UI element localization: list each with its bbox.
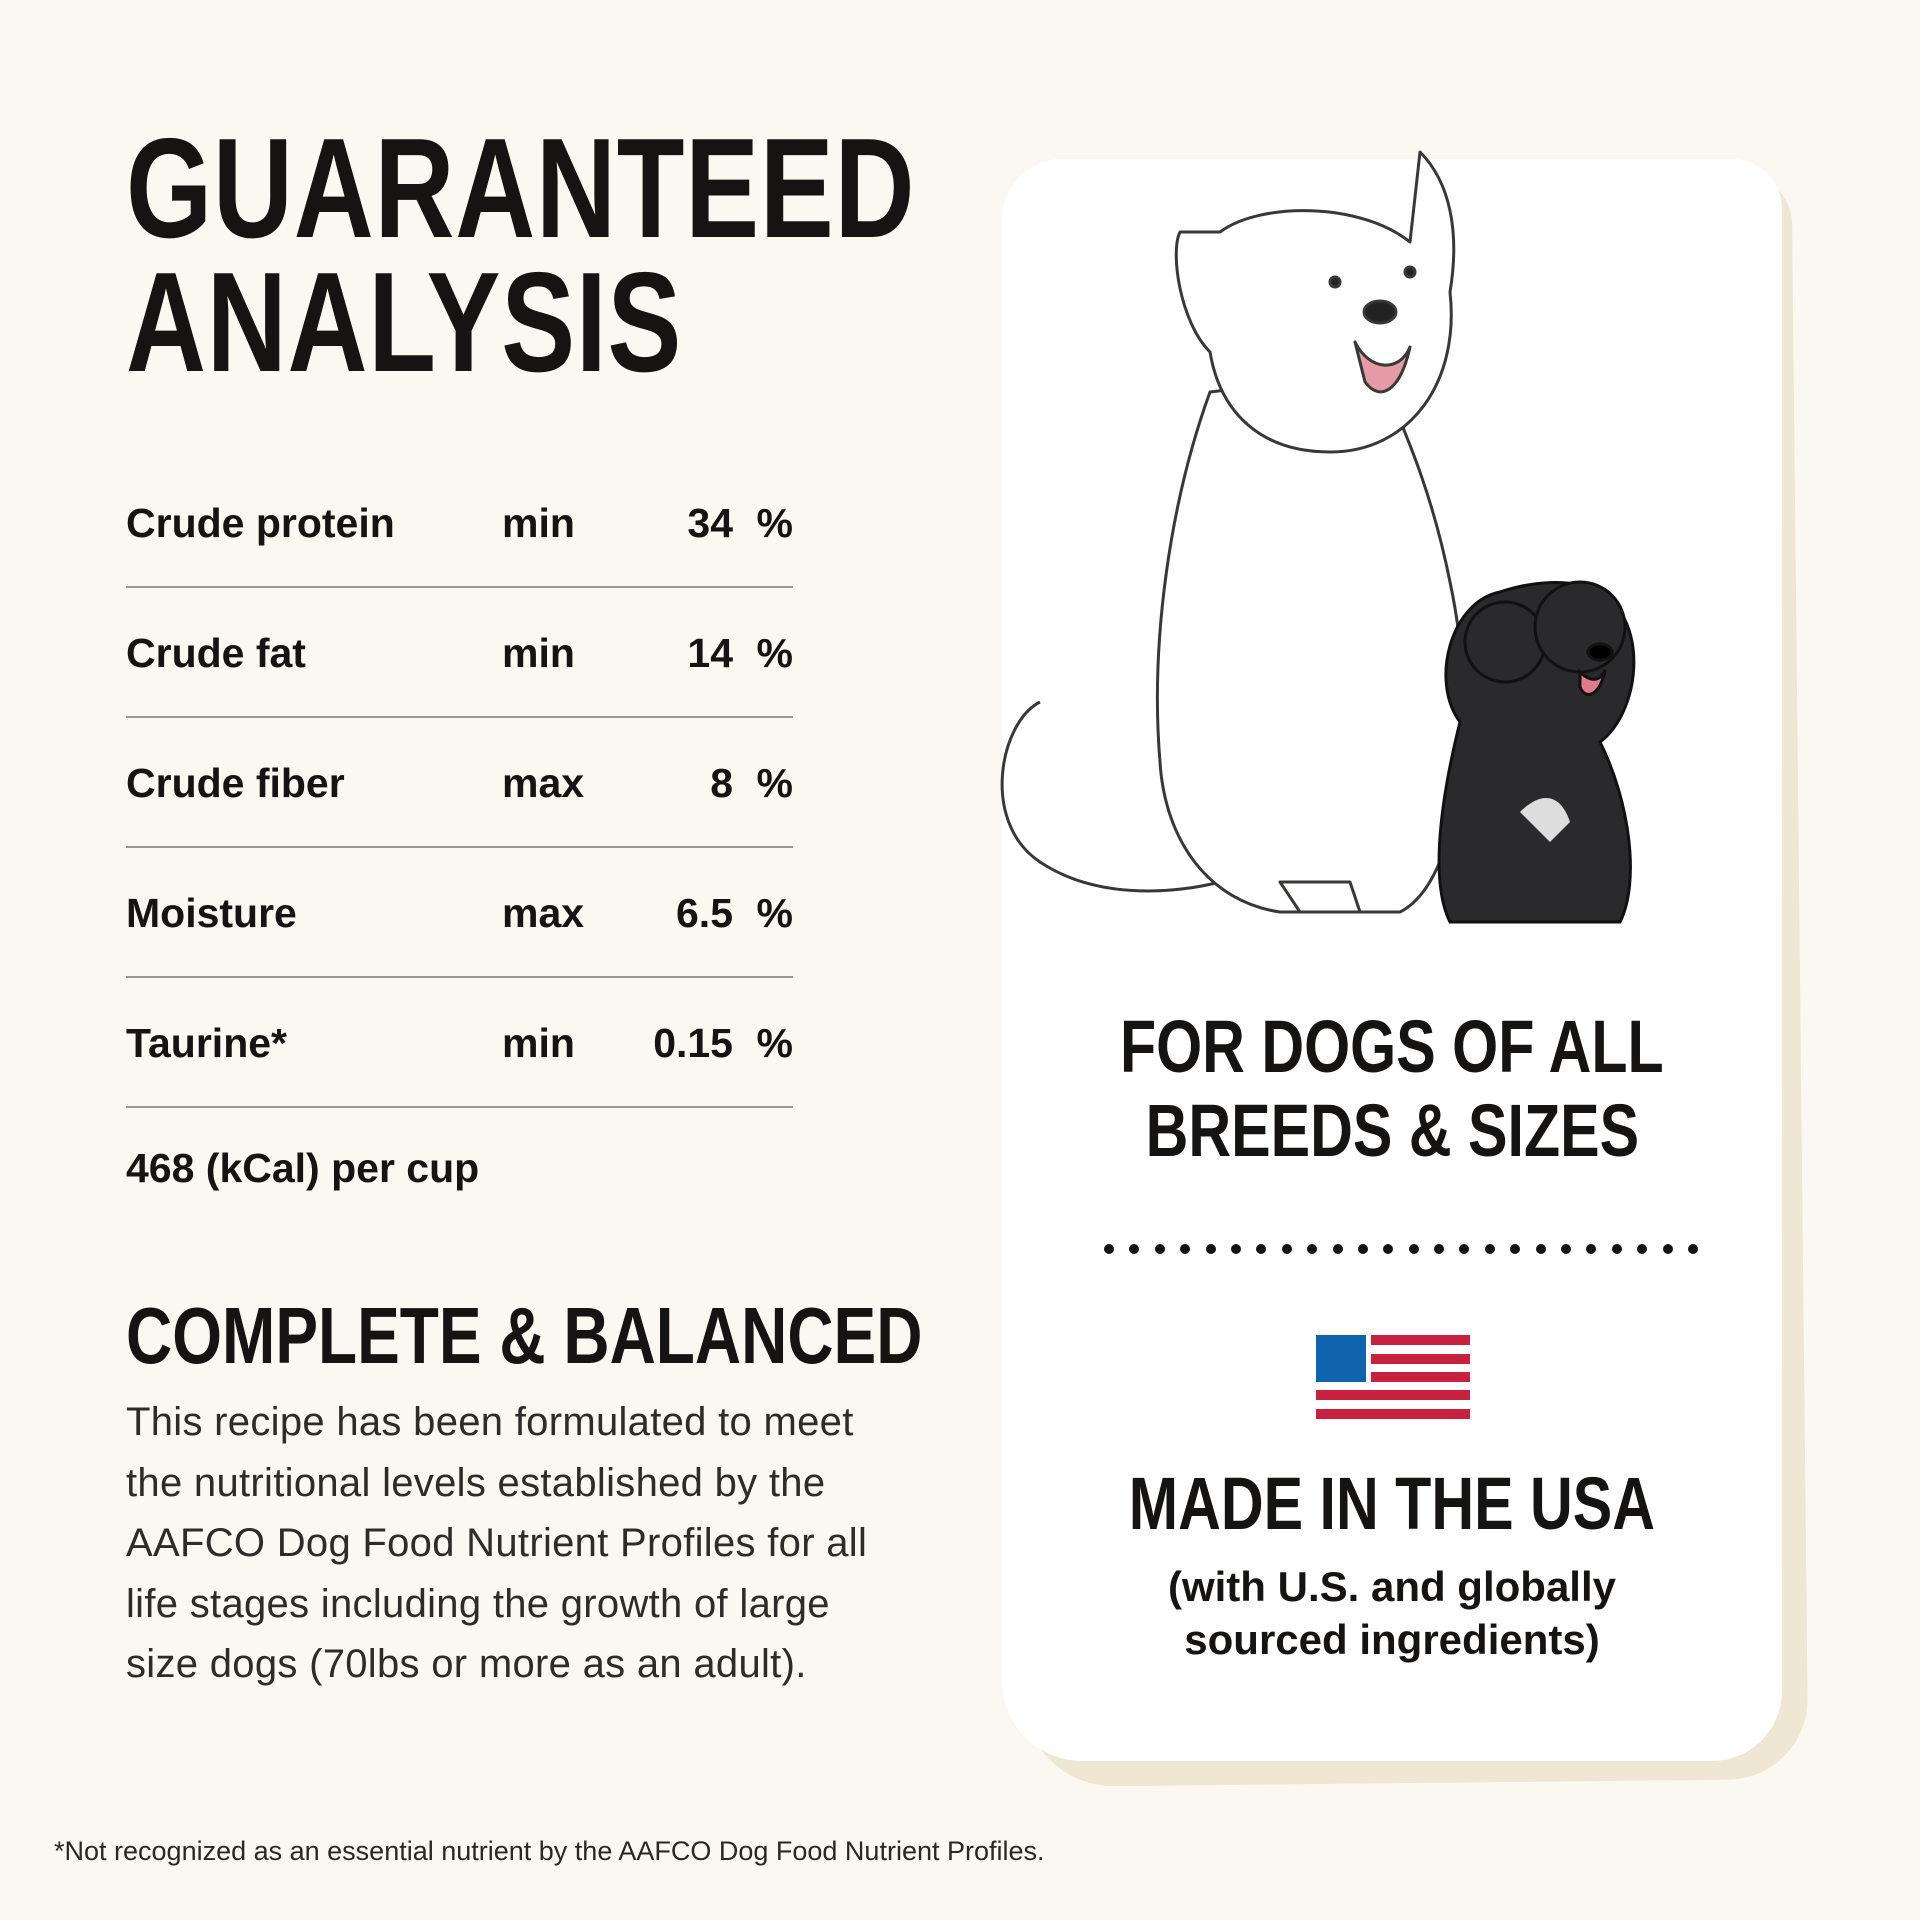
divider-dot: [1383, 1244, 1394, 1254]
nutrient-name: Moisture: [126, 890, 297, 936]
divider-dot: [1484, 1244, 1495, 1254]
footnote: *Not recognized as an essential nutrient…: [54, 1836, 1045, 1866]
nutrient-name: Crude fat: [126, 630, 306, 676]
nutrient-value: 34: [687, 500, 733, 546]
divider-dot: [1332, 1244, 1343, 1254]
analysis-row: Moisture max 6.5%: [126, 848, 793, 978]
nutrient-unit: %: [756, 890, 793, 936]
analysis-row: Crude fat min 14%: [126, 588, 793, 718]
sourcing-line-1: (with U.S. and globally: [1167, 1563, 1616, 1610]
info-card: FOR DOGS OF ALL BREEDS & SIZES: [1000, 150, 1782, 1761]
divider-dot: [1510, 1244, 1521, 1254]
divider-dot: [1586, 1244, 1597, 1254]
divider-dot: [1434, 1244, 1445, 1254]
divider-dot: [1129, 1244, 1140, 1254]
divider-dot: [1230, 1244, 1241, 1254]
nutrient-unit: %: [756, 630, 793, 676]
divider-dot: [1459, 1244, 1470, 1254]
breeds-heading-line-1: FOR DOGS OF ALL: [1120, 1005, 1664, 1088]
analysis-row: Crude fiber max 8%: [126, 718, 793, 848]
nutrient-qualifier: max: [502, 890, 585, 936]
divider-dot: [1307, 1244, 1318, 1254]
nutrient-name: Crude protein: [126, 500, 395, 546]
divider-dot: [1662, 1244, 1673, 1254]
divider-dot: [1687, 1244, 1698, 1254]
nutrient-value: 14: [687, 630, 733, 676]
nutrient-value: 0.15: [653, 1020, 733, 1066]
analysis-row: Taurine* min 0.15%: [126, 978, 793, 1108]
complete-balanced-text: This recipe has been formulated to meet …: [126, 1400, 868, 1686]
made-in-usa-heading: MADE IN THE USA: [1128, 1462, 1656, 1545]
divider-dot: [1611, 1244, 1622, 1254]
divider-dot: [1281, 1244, 1292, 1254]
dogs-illustration: [1000, 150, 1636, 924]
divider-dot: [1154, 1244, 1165, 1254]
page-title: GUARANTEED ANALYSIS: [126, 109, 916, 402]
nutrient-qualifier: min: [502, 500, 575, 546]
nutrient-unit: %: [756, 760, 793, 806]
divider-dot: [1205, 1244, 1216, 1254]
sourcing-note: (with U.S. and globally sourced ingredie…: [1002, 1560, 1782, 1666]
nutrient-qualifier: max: [502, 760, 585, 806]
nutrient-qualifier: min: [502, 1020, 575, 1066]
us-flag-icon: [1316, 1335, 1470, 1419]
divider-dot: [1535, 1244, 1546, 1254]
divider-dot: [1561, 1244, 1572, 1254]
nutrient-value: 8: [710, 760, 733, 806]
nutrient-unit: %: [756, 500, 793, 546]
analysis-row: Crude protein min 34%: [126, 458, 793, 588]
nutrient-qualifier: min: [502, 630, 575, 676]
nutrient-name: Taurine*: [126, 1020, 287, 1066]
divider-dot: [1180, 1244, 1191, 1254]
breeds-heading-line-2: BREEDS & SIZES: [1145, 1089, 1639, 1172]
divider-dot: [1357, 1244, 1368, 1254]
nutrient-unit: %: [756, 1020, 793, 1066]
nutrient-name: Crude fiber: [126, 760, 345, 806]
divider-dot: [1256, 1244, 1267, 1254]
complete-balanced-heading: COMPLETE & BALANCED: [126, 1291, 923, 1380]
sourcing-line-2: sourced ingredients): [1184, 1616, 1600, 1663]
dotted-divider: [1104, 1244, 1698, 1256]
nutrient-value: 6.5: [676, 890, 733, 936]
divider-dot: [1408, 1244, 1419, 1254]
calories: 468 (kCal) per cup: [126, 1145, 480, 1191]
title-line-2: ANALYSIS: [126, 243, 683, 402]
divider-dot: [1637, 1244, 1648, 1254]
title-line-1: GUARANTEED: [126, 109, 916, 268]
divider-dot: [1104, 1244, 1114, 1254]
